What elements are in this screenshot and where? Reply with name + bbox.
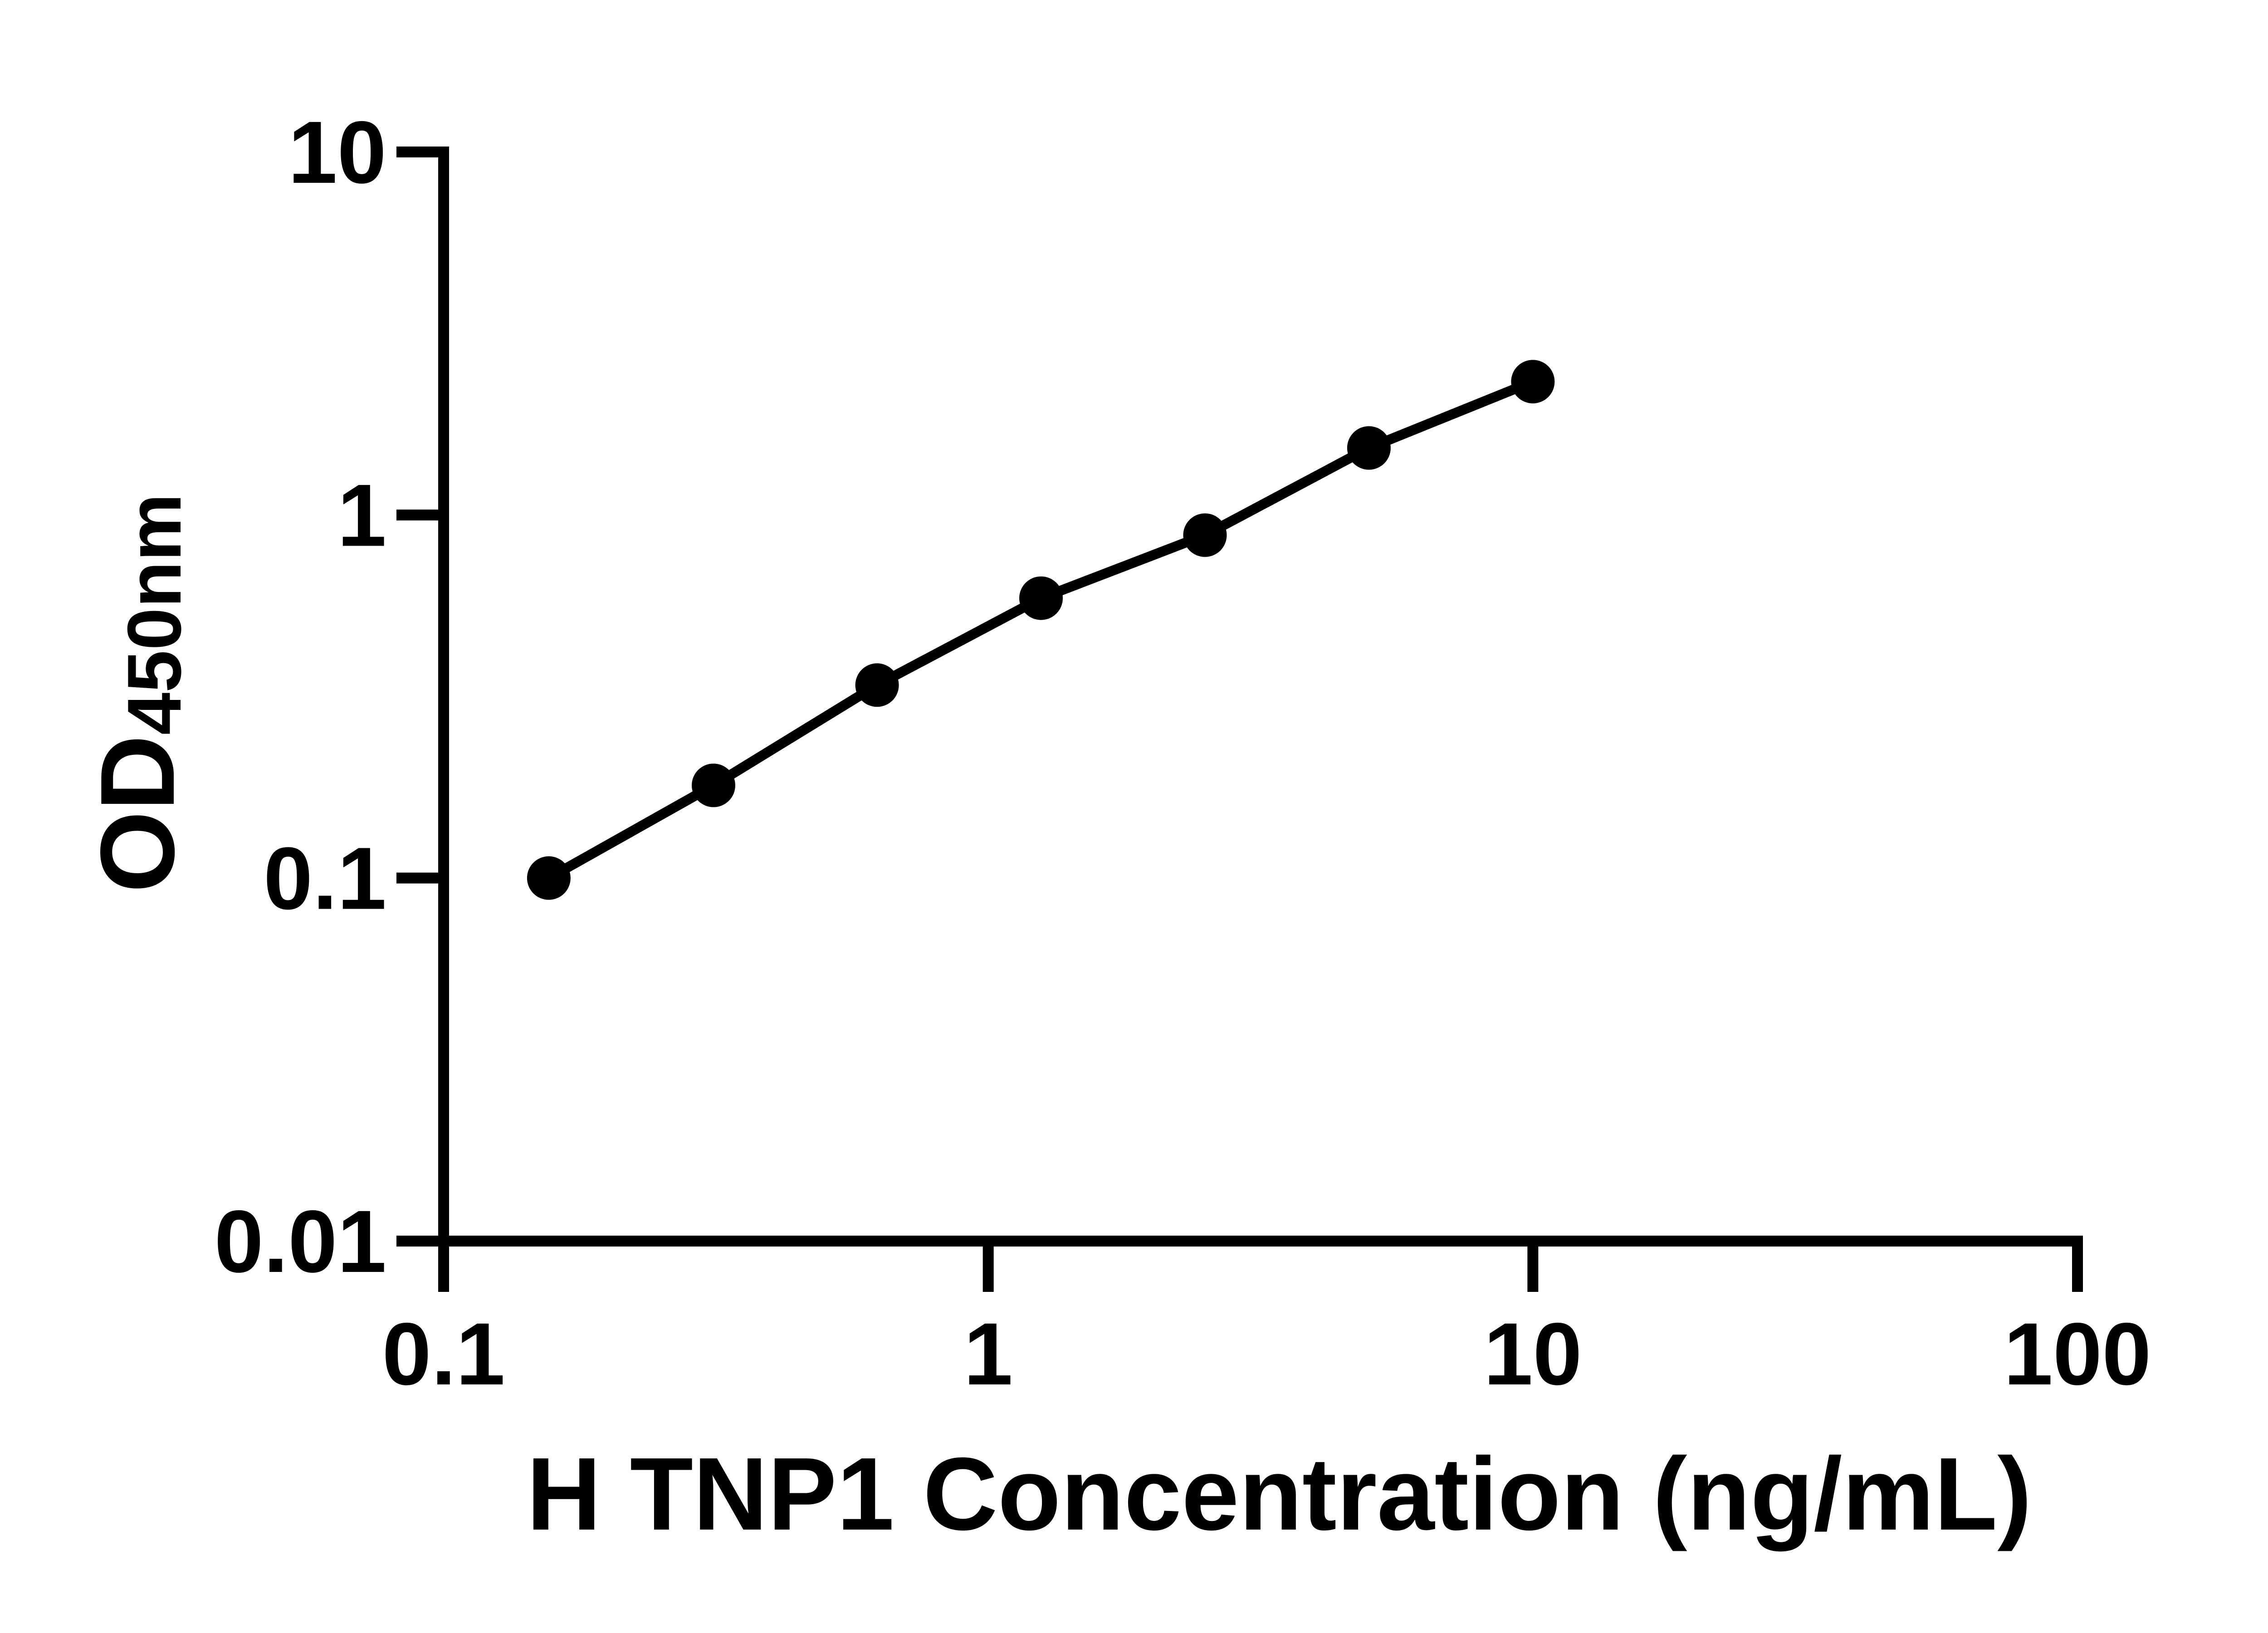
y-tick-label-0.1: 0.1 bbox=[264, 829, 386, 928]
x-tick-label-100: 100 bbox=[2004, 1305, 2151, 1403]
y-tick-label-0.01: 0.01 bbox=[214, 1192, 386, 1291]
x-tick-label-0.1: 0.1 bbox=[382, 1305, 505, 1403]
data-point-5ng-ml bbox=[1347, 426, 1391, 470]
data-series bbox=[527, 360, 1555, 900]
y-axis-title: OD450nm bbox=[79, 494, 197, 893]
x-tick-label-1: 1 bbox=[963, 1305, 1012, 1403]
y-tick-label-1: 1 bbox=[337, 466, 386, 565]
x-tick-label-10: 10 bbox=[1484, 1305, 1582, 1403]
data-point-10ng-ml bbox=[1511, 360, 1555, 404]
data-point-0.313ng-ml bbox=[691, 763, 735, 807]
data-point-2.5ng-ml bbox=[1183, 513, 1227, 557]
y-axis-title-main: OD bbox=[79, 735, 196, 893]
axes bbox=[438, 147, 2083, 1247]
data-point-0.625ng-ml bbox=[855, 663, 899, 707]
x-axis-title: H TNP1 Concentration (ng/mL) bbox=[527, 1437, 2032, 1552]
axis-tick-labels: 0.1 1 10 100 0.01 0.1 1 10 bbox=[214, 103, 2151, 1403]
y-tick-label-10: 10 bbox=[288, 103, 386, 202]
axis-ticks bbox=[396, 147, 2083, 1292]
data-point-0.156ng-ml bbox=[527, 856, 571, 900]
y-axis-title-sub: 450nm bbox=[112, 494, 197, 735]
data-point-1.25ng-ml bbox=[1019, 576, 1063, 620]
